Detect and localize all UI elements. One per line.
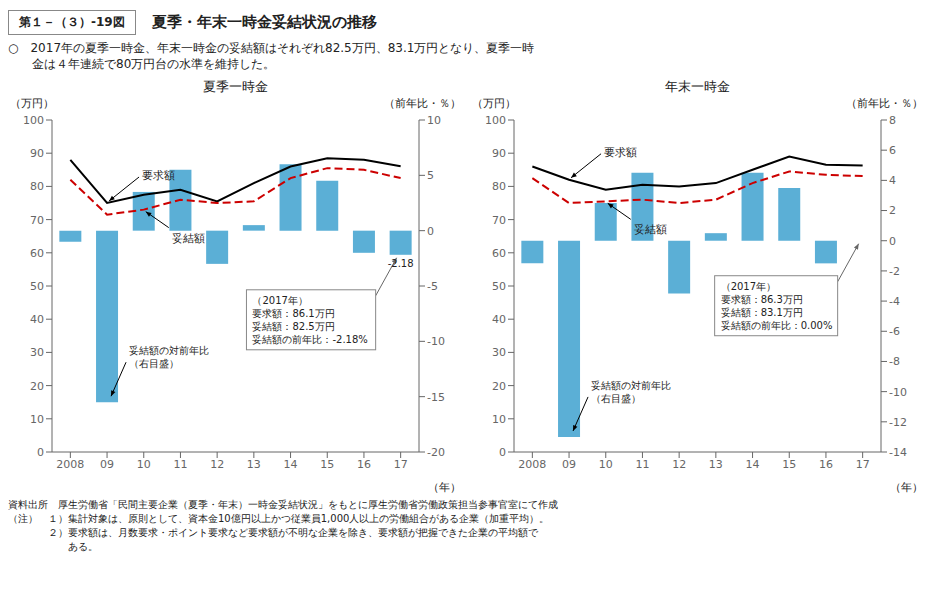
- svg-text:16: 16: [819, 458, 833, 471]
- svg-text:妥結額: 妥結額: [172, 232, 205, 245]
- svg-text:10: 10: [492, 413, 506, 426]
- html-text:資料出所 厚生労働省「民間主要企業（夏季・年末）一時金妥結状: 資料出所 厚生労働省「民間主要企業（夏季・年末）一時金妥結状況」をもとに厚生労働…: [8, 499, 558, 510]
- svg-text:-2: -2: [889, 265, 900, 278]
- svg-text:-12: -12: [889, 416, 907, 429]
- html-text:年末一時金: 年末一時金: [665, 79, 730, 94]
- html-text:夏季・年末一時金妥結状況の推移: 夏季・年末一時金妥結状況の推移: [151, 12, 377, 31]
- svg-text:90: 90: [492, 147, 506, 160]
- svg-text:14: 14: [746, 458, 760, 471]
- svg-text:-5: -5: [427, 280, 438, 293]
- svg-text:20: 20: [492, 380, 506, 393]
- svg-text:-2.18: -2.18: [388, 258, 414, 269]
- svg-text:60: 60: [30, 247, 44, 260]
- svg-text:17: 17: [394, 458, 408, 471]
- svg-text:（2017年）要求額：86.3万円妥結額：83.1万円妥結額: （2017年）要求額：86.3万円妥結額：83.1万円妥結額の前年比：0.00%: [721, 281, 833, 331]
- svg-text:50: 50: [30, 280, 44, 293]
- html-text:（万円）: （万円）: [10, 97, 54, 110]
- svg-text:09: 09: [562, 458, 576, 471]
- html-text:（年）: （年）: [428, 481, 461, 494]
- svg-text:30: 30: [30, 346, 44, 359]
- svg-text:2: 2: [889, 204, 896, 217]
- svg-text:16: 16: [357, 458, 371, 471]
- svg-text:40: 40: [30, 313, 44, 326]
- svg-text:100: 100: [485, 114, 506, 127]
- svg-text:11: 11: [635, 458, 649, 471]
- svg-text:17: 17: [856, 458, 870, 471]
- svg-text:（2017年）要求額：86.1万円妥結額：82.5万円妥結額: （2017年）要求額：86.1万円妥結額：82.5万円妥結額の前年比：-2.18…: [252, 295, 367, 345]
- html-text:（年）: （年）: [890, 481, 923, 494]
- svg-text:11: 11: [173, 458, 187, 471]
- svg-text:13: 13: [709, 458, 723, 471]
- svg-text:70: 70: [492, 214, 506, 227]
- svg-text:90: 90: [30, 147, 44, 160]
- svg-text:妥結額の対前年比（右目盛）: 妥結額の対前年比（右目盛）: [129, 345, 209, 369]
- svg-text:80: 80: [30, 180, 44, 193]
- html-text:○ 2017年の夏季一時金、年末一時金の妥結額はそれぞれ82: ○ 2017年の夏季一時金、年末一時金の妥結額はそれぞれ82.5万円、83.1万…: [8, 41, 535, 55]
- html-text:（注） １）集計対象は、原則として、資本金10億円以上かつ従: （注） １）集計対象は、原則として、資本金10億円以上かつ従業員1,000人以上…: [8, 513, 550, 524]
- svg-text:0: 0: [499, 446, 506, 459]
- svg-text:15: 15: [320, 458, 334, 471]
- html-text:金は４年連続で80万円台の水準を維持した。: 金は４年連続で80万円台の水準を維持した。: [8, 57, 276, 71]
- html-text:ある。: ある。: [8, 541, 98, 552]
- svg-text:40: 40: [492, 313, 506, 326]
- svg-text:-10: -10: [889, 386, 907, 399]
- svg-text:要求額: 要求額: [604, 146, 637, 159]
- svg-text:09: 09: [100, 458, 114, 471]
- svg-text:-15: -15: [427, 391, 445, 404]
- svg-text:12: 12: [210, 458, 224, 471]
- svg-text:-4: -4: [889, 295, 900, 308]
- html-text:（万円）: （万円）: [472, 97, 516, 110]
- svg-text:20: 20: [30, 380, 44, 393]
- svg-text:14: 14: [284, 458, 298, 471]
- svg-text:10: 10: [599, 458, 613, 471]
- svg-text:-8: -8: [889, 355, 900, 368]
- svg-text:妥結額の対前年比（右目盛）: 妥結額の対前年比（右目盛）: [591, 380, 671, 404]
- svg-text:0: 0: [427, 225, 434, 238]
- html-text:（前年比・％）: （前年比・％）: [846, 97, 923, 110]
- svg-text:2008: 2008: [56, 458, 84, 471]
- svg-text:要求額: 要求額: [142, 169, 175, 182]
- svg-text:0: 0: [37, 446, 44, 459]
- svg-text:6: 6: [889, 144, 896, 157]
- svg-text:-10: -10: [427, 335, 445, 348]
- svg-text:60: 60: [492, 247, 506, 260]
- svg-text:-6: -6: [889, 325, 900, 338]
- html-text:第１－（３）-19図: 第１－（３）-19図: [19, 14, 125, 29]
- svg-text:-14: -14: [889, 446, 907, 459]
- svg-text:13: 13: [247, 458, 261, 471]
- svg-text:5: 5: [427, 169, 434, 182]
- svg-text:50: 50: [492, 280, 506, 293]
- svg-text:8: 8: [889, 114, 896, 127]
- html-text:２）要求額は、月数要求・ポイント要求など要求額が不明な企業を: ２）要求額は、月数要求・ポイント要求など要求額が不明な企業を除き、要求額が把握で…: [8, 527, 538, 538]
- svg-text:10: 10: [137, 458, 151, 471]
- svg-text:15: 15: [782, 458, 796, 471]
- svg-text:80: 80: [492, 180, 506, 193]
- svg-text:70: 70: [30, 214, 44, 227]
- svg-text:100: 100: [23, 114, 44, 127]
- svg-text:妥結額: 妥結額: [634, 223, 667, 236]
- svg-text:12: 12: [672, 458, 686, 471]
- html-text:夏季一時金: 夏季一時金: [203, 79, 268, 94]
- svg-text:-20: -20: [427, 446, 445, 459]
- html-text:（前年比・％）: （前年比・％）: [384, 97, 461, 110]
- svg-text:10: 10: [427, 114, 441, 127]
- svg-text:10: 10: [30, 413, 44, 426]
- svg-text:0: 0: [889, 235, 896, 248]
- svg-text:4: 4: [889, 174, 896, 187]
- svg-text:30: 30: [492, 346, 506, 359]
- svg-text:2008: 2008: [518, 458, 546, 471]
